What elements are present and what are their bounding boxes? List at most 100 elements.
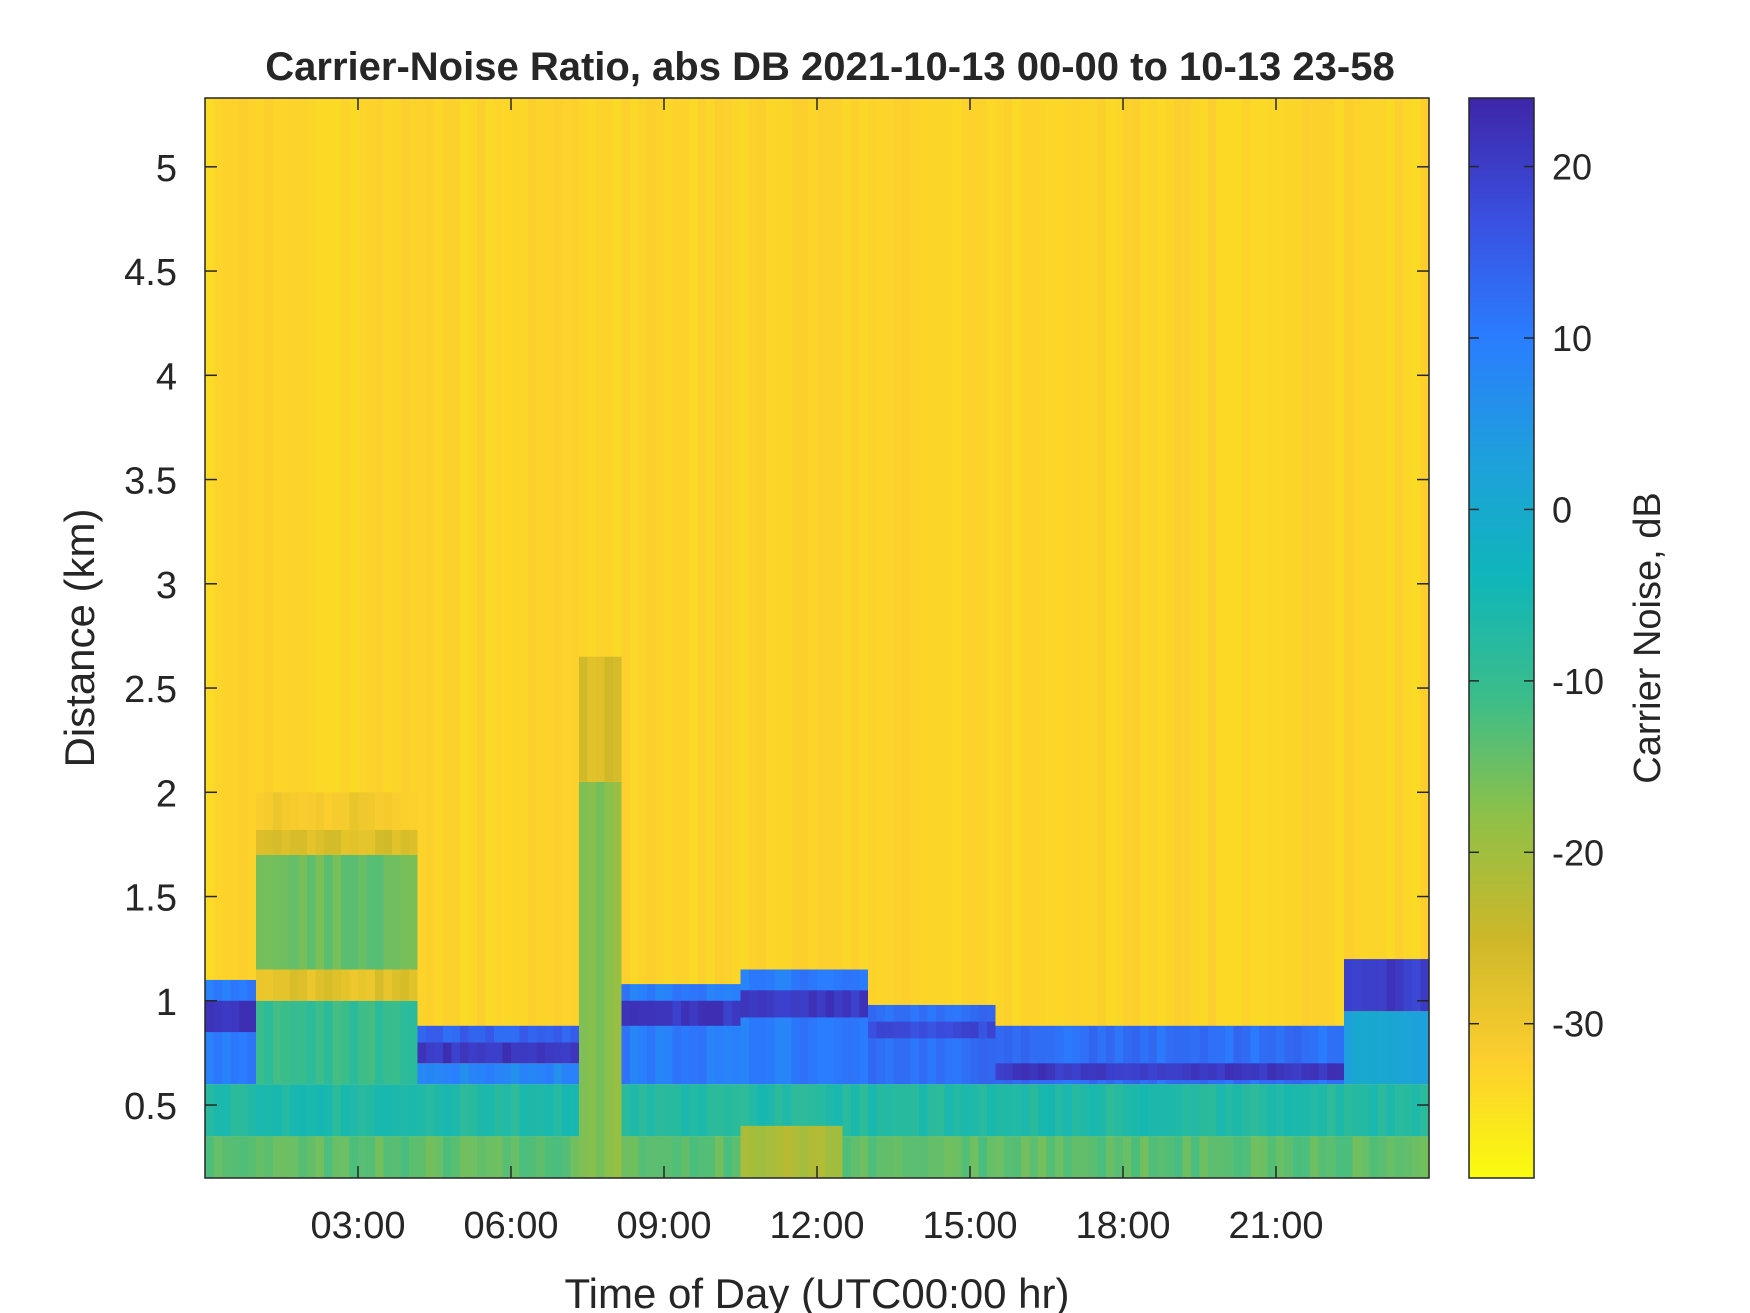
heatmap-cell xyxy=(1327,1084,1337,1137)
heatmap-cell xyxy=(766,1125,776,1178)
heatmap-cell xyxy=(936,1136,946,1178)
heatmap-cell xyxy=(1318,1063,1328,1081)
heatmap-cell xyxy=(961,1084,971,1137)
heatmap-cell xyxy=(256,829,266,855)
heatmap-cell xyxy=(256,792,266,830)
heatmap-cell xyxy=(1420,1136,1430,1178)
heatmap-cell xyxy=(315,1000,325,1085)
heatmap-cell xyxy=(1080,1063,1090,1081)
heatmap-cell xyxy=(528,1084,538,1137)
heatmap-cell xyxy=(1284,1025,1294,1085)
heatmap-cell xyxy=(791,98,801,1178)
heatmap-cell xyxy=(1284,1136,1294,1178)
heatmap-cell xyxy=(1165,1136,1175,1178)
heatmap-cell xyxy=(902,1084,912,1137)
heatmap-cell xyxy=(392,1084,402,1137)
heatmap-cell xyxy=(536,98,546,1178)
heatmap-cell xyxy=(1216,1025,1226,1085)
heatmap-cell xyxy=(562,1063,572,1085)
heatmap-cell xyxy=(655,98,665,1178)
heatmap-cell xyxy=(1352,1011,1362,1085)
heatmap-cell xyxy=(434,1025,444,1043)
y-axis: 0.5 1 1.5 2 2.5 3 3.5 4 4.5 5 xyxy=(124,148,1429,1128)
heatmap-cell xyxy=(417,1025,427,1043)
heatmap-cell xyxy=(366,969,376,1001)
heatmap-cell xyxy=(273,969,283,1001)
heatmap-cell xyxy=(451,98,461,1178)
heatmap-cell xyxy=(341,98,351,1178)
heatmap-cell xyxy=(859,1084,869,1137)
heatmap-cell xyxy=(1233,1063,1243,1081)
heatmap-cell xyxy=(264,1000,274,1085)
heatmap-cell xyxy=(392,98,402,1178)
heatmap-cell xyxy=(1038,1084,1048,1137)
heatmap-cell xyxy=(715,98,725,1178)
heatmap-cell xyxy=(315,1136,325,1178)
heatmap-cell xyxy=(1233,1025,1243,1085)
heatmap-cell xyxy=(485,1042,495,1064)
heatmap-cell xyxy=(332,829,342,855)
heatmap-cell xyxy=(1412,1084,1422,1137)
heatmap-cell xyxy=(256,969,266,1001)
heatmap-cell xyxy=(757,1125,767,1178)
heatmap-cell xyxy=(1361,1084,1371,1137)
heatmap-cell xyxy=(460,1063,470,1085)
heatmap-cell xyxy=(808,98,818,1178)
heatmap-cell xyxy=(366,829,376,855)
y-tick-label: 1 xyxy=(156,982,177,1024)
heatmap-cell xyxy=(808,969,818,1085)
heatmap-cell xyxy=(808,1125,818,1178)
heatmap-cell xyxy=(256,854,266,970)
heatmap-cell xyxy=(519,1025,529,1043)
heatmap-cell xyxy=(834,1125,844,1178)
heatmap-cell xyxy=(562,1042,572,1064)
heatmap-cell xyxy=(587,781,597,1178)
colorbar-tick-label: -10 xyxy=(1552,661,1604,702)
heatmap-cell xyxy=(281,969,291,1001)
heatmap-cell xyxy=(902,1021,912,1039)
heatmap-cell xyxy=(647,1084,657,1137)
heatmap-cell xyxy=(817,1125,827,1178)
heatmap-cell xyxy=(528,1136,538,1178)
heatmap-cell xyxy=(953,1004,963,1085)
heatmap-cell xyxy=(349,1000,359,1085)
heatmap-cell xyxy=(366,1136,376,1178)
heatmap-cell xyxy=(859,990,869,1018)
heatmap-cell xyxy=(638,1000,648,1026)
heatmap-cell xyxy=(715,984,725,1085)
heatmap-cell xyxy=(757,990,767,1018)
heatmap-cell xyxy=(307,1084,317,1137)
heatmap-cell xyxy=(936,1021,946,1039)
heatmap-cell xyxy=(1276,98,1286,1178)
heatmap-cell xyxy=(1369,1136,1379,1178)
heatmap-cell xyxy=(1361,1011,1371,1085)
heatmap-cell xyxy=(987,1021,997,1039)
heatmap-cell xyxy=(995,1084,1005,1137)
heatmap-cell xyxy=(1352,1136,1362,1178)
heatmap-cell xyxy=(1344,959,1354,1012)
heatmap-cell xyxy=(553,1042,563,1064)
heatmap-cell xyxy=(638,1084,648,1137)
heatmap-cell xyxy=(579,781,589,1178)
heatmap-cell xyxy=(664,1000,674,1026)
heatmap-cell xyxy=(1004,98,1014,1178)
heatmap-cell xyxy=(1123,1063,1133,1081)
heatmap-cell xyxy=(315,1084,325,1137)
heatmap-cell xyxy=(222,1000,232,1033)
heatmap-cell xyxy=(978,1004,988,1085)
heatmap-cell xyxy=(1267,1136,1277,1178)
heatmap-cell xyxy=(604,781,614,1178)
heatmap-cell xyxy=(341,1136,351,1178)
heatmap-cell xyxy=(290,969,300,1001)
heatmap-cell xyxy=(868,1004,878,1085)
heatmap-cell xyxy=(1114,1025,1124,1085)
heatmap-cell xyxy=(553,1063,563,1085)
heatmap-cell xyxy=(1352,98,1362,1178)
heatmap-cell xyxy=(426,1084,436,1137)
heatmap-cell xyxy=(749,990,759,1018)
heatmap-cell xyxy=(868,98,878,1178)
heatmap-cell xyxy=(1259,1063,1269,1081)
heatmap-cell xyxy=(740,98,750,1178)
heatmap-cell xyxy=(426,1025,436,1043)
heatmap-cell xyxy=(562,1084,572,1137)
